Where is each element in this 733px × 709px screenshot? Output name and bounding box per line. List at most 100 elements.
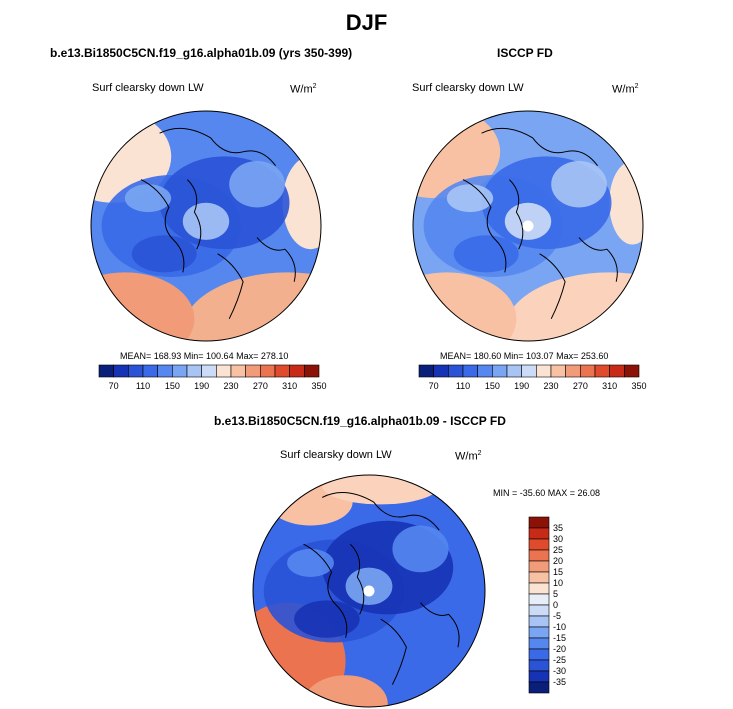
colorbar-cell (304, 364, 320, 378)
colorbar-cell (98, 364, 114, 378)
colorbar-cell (289, 364, 305, 378)
panel-3-map (252, 474, 486, 708)
coastline (303, 543, 348, 638)
colorbar-cell (580, 364, 596, 378)
colorbar-cell (528, 549, 550, 562)
map-field (413, 111, 643, 341)
colorbar-tick-label: -20 (553, 644, 566, 654)
colorbar-cell (528, 681, 550, 694)
colorbar-cell (528, 538, 550, 551)
coastline (420, 602, 460, 648)
colorbar-cell (528, 571, 550, 584)
coastline (256, 237, 296, 282)
colorbar-tick-label: 0 (553, 600, 558, 610)
colorbar-tick-label: 20 (553, 556, 563, 566)
colorbar-cell (521, 364, 537, 378)
colorbar-tick-label: -15 (553, 633, 566, 643)
colorbar-tick-label: 310 (282, 381, 297, 391)
panel-3-stats: MIN = -35.60 MAX = 26.08 (493, 488, 601, 498)
panel-2-colorbar: 70 110 150 190 230 270 310 350 (418, 364, 647, 391)
colorbar-tick-label: 350 (631, 381, 646, 391)
contour-region (182, 202, 230, 240)
pole-marker (522, 220, 534, 232)
colorbar-cell (565, 364, 581, 378)
colorbar-tick-label: 230 (543, 381, 558, 391)
colorbar-cell (477, 364, 493, 378)
colorbar-cell (528, 604, 550, 617)
colorbar-tick-label: 190 (194, 381, 209, 391)
colorbar-cell (448, 364, 464, 378)
map-border (90, 110, 322, 342)
colorbar-tick-label: 190 (514, 381, 529, 391)
colorbar-tick-label: -5 (553, 611, 561, 621)
warm-region (609, 161, 643, 245)
contour-region (131, 235, 197, 273)
colorbar-tick-label: 30 (553, 534, 563, 544)
coastline (462, 179, 507, 273)
colorbar-cell (528, 648, 550, 661)
coastline (539, 253, 566, 320)
page-title: DJF (345, 10, 388, 35)
contour-region (229, 161, 285, 208)
panel-1-colorbar: 70 110 150 190 230 270 310 350 (98, 364, 327, 391)
coastline (349, 543, 365, 615)
colorbar-tick-label: 270 (573, 381, 588, 391)
contour-region (446, 184, 494, 213)
colorbar-cell (528, 527, 550, 540)
contour-region (294, 600, 360, 638)
colorbar-cell (528, 637, 550, 650)
panel-1-title: b.e13.Bi1850C5CN.f19_g16.alpha01b.09 (yr… (50, 46, 353, 60)
colorbar-cell (594, 364, 610, 378)
warm-region (282, 156, 321, 250)
colorbar-cell (528, 582, 550, 595)
colorbar-tick-label: 5 (553, 589, 558, 599)
panel-2-stats: MEAN= 180.60 Min= 103.07 Max= 253.60 (440, 351, 609, 361)
panel-1-stats: MEAN= 168.93 Min= 100.64 Max= 278.10 (120, 351, 289, 361)
colorbar-cell (506, 364, 522, 378)
warm-region (322, 475, 440, 505)
colorbar-tick-label: 150 (165, 381, 180, 391)
colorbar-tick-label: 70 (429, 381, 439, 391)
colorbar-cell (172, 364, 188, 378)
panel-2-variable: Surf clearsky down LW (412, 82, 524, 94)
colorbar-tick-label: -10 (553, 622, 566, 632)
colorbar-cell (260, 364, 276, 378)
colorbar-cell (624, 364, 640, 378)
colorbar-tick-label: -30 (553, 666, 566, 676)
colorbar-tick-label: 150 (485, 381, 500, 391)
colorbar-cell (201, 364, 217, 378)
coastline (321, 492, 440, 531)
coastline (217, 253, 244, 320)
coastline (380, 618, 407, 685)
colorbar-tick-label: 310 (602, 381, 617, 391)
panel-1-variable: Surf clearsky down LW (92, 82, 204, 94)
panel-3-units: W/m2 (455, 450, 482, 463)
colorbar-cell (528, 516, 550, 529)
colorbar-tick-label: 70 (109, 381, 119, 391)
colorbar-cell (113, 364, 129, 378)
panel-2-units: W/m2 (612, 83, 639, 96)
panel-3-title: b.e13.Bi1850C5CN.f19_g16.alpha01b.09 - I… (214, 414, 506, 428)
contour-region (287, 548, 334, 577)
colorbar-tick-label: 25 (553, 545, 563, 555)
colorbar-cell (128, 364, 144, 378)
colorbar-tick-label: -25 (553, 655, 566, 665)
colorbar-tick-label: 35 (553, 523, 563, 533)
colorbar-cell (142, 364, 158, 378)
map-field (91, 111, 321, 341)
colorbar-cell (528, 593, 550, 606)
coastline (481, 127, 599, 166)
colorbar-tick-label: 350 (311, 381, 326, 391)
colorbar-cell (274, 364, 290, 378)
colorbar-cell (433, 364, 449, 378)
colorbar-cell (528, 670, 550, 683)
colorbar-tick-label: 110 (136, 381, 150, 391)
contour-region (124, 184, 172, 213)
colorbar-cell (462, 364, 478, 378)
colorbar-cell (230, 364, 246, 378)
contour-region (453, 235, 519, 273)
contour-region (392, 525, 449, 573)
colorbar-tick-label: 270 (253, 381, 268, 391)
coastline (140, 179, 185, 273)
coastline (187, 179, 202, 250)
